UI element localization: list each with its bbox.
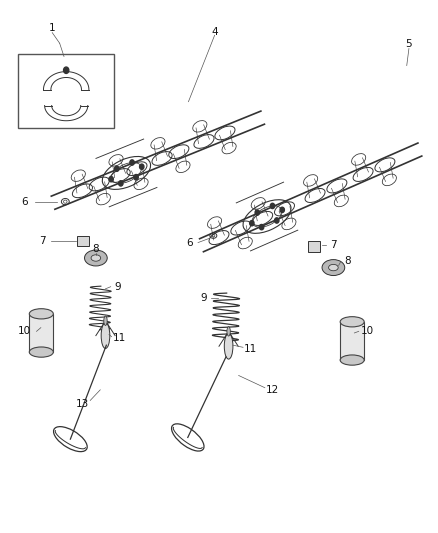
Text: 4: 4 (211, 27, 218, 37)
Circle shape (255, 210, 259, 215)
Circle shape (275, 218, 279, 223)
Ellipse shape (322, 260, 345, 276)
Bar (308, 241, 320, 252)
Circle shape (250, 221, 254, 226)
Circle shape (259, 224, 264, 230)
Bar (29, 314, 53, 352)
Text: 7: 7 (39, 236, 46, 246)
Ellipse shape (85, 250, 107, 266)
Text: 13: 13 (76, 399, 89, 409)
Bar (340, 322, 364, 360)
Circle shape (109, 176, 113, 182)
Circle shape (270, 203, 275, 208)
Ellipse shape (101, 323, 110, 349)
Ellipse shape (224, 333, 233, 359)
Ellipse shape (340, 317, 364, 327)
Circle shape (280, 207, 284, 213)
Ellipse shape (91, 255, 101, 261)
Circle shape (130, 160, 134, 165)
Text: 9: 9 (201, 293, 207, 303)
Text: 6: 6 (21, 197, 28, 207)
Circle shape (64, 67, 69, 74)
Bar (18, 54, 114, 128)
Text: 1: 1 (49, 23, 56, 34)
Ellipse shape (227, 327, 230, 336)
Ellipse shape (328, 264, 338, 271)
Text: 11: 11 (113, 333, 126, 343)
Text: 6: 6 (186, 238, 193, 247)
Circle shape (140, 164, 144, 169)
Text: 8: 8 (345, 256, 351, 266)
Text: 9: 9 (114, 282, 121, 292)
Text: 12: 12 (265, 385, 279, 395)
Text: 7: 7 (330, 240, 337, 250)
Circle shape (134, 174, 138, 180)
Ellipse shape (104, 316, 107, 326)
Circle shape (119, 181, 123, 186)
Circle shape (115, 166, 119, 172)
Bar (77, 236, 89, 246)
Text: 10: 10 (18, 326, 31, 336)
Ellipse shape (29, 309, 53, 319)
Text: 8: 8 (92, 245, 99, 254)
Text: 11: 11 (244, 344, 257, 354)
Text: 5: 5 (406, 39, 412, 49)
Ellipse shape (340, 355, 364, 365)
Text: 10: 10 (361, 326, 374, 336)
Ellipse shape (29, 347, 53, 357)
